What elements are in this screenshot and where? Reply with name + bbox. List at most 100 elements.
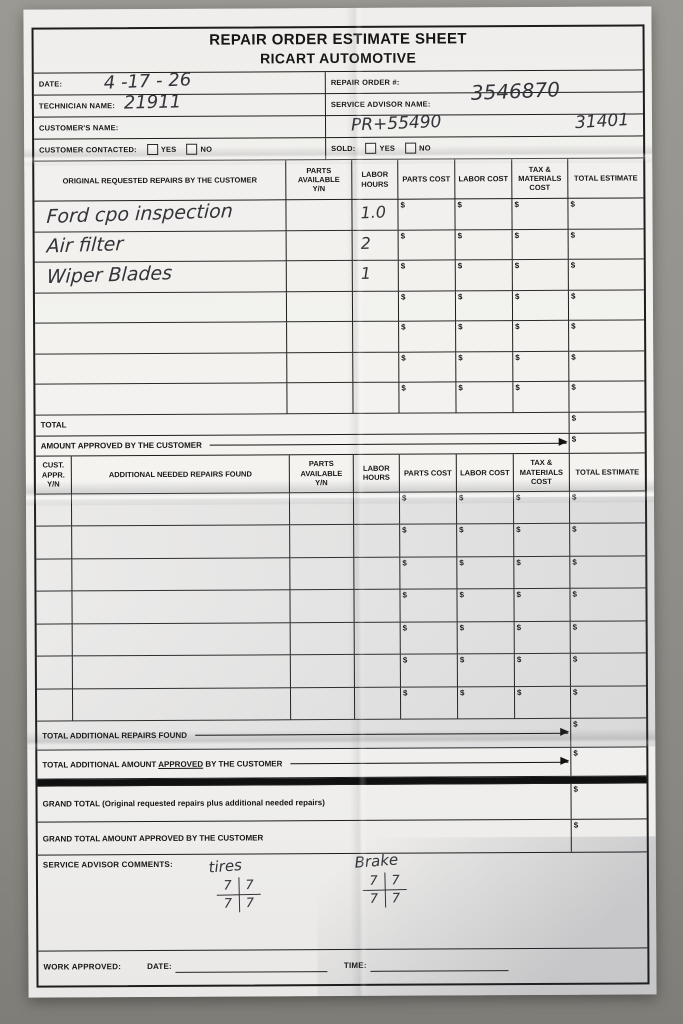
- technician-handwriting: 21911: [123, 91, 182, 114]
- footer-date-label: DATE:: [147, 962, 172, 972]
- dollar-sign: $: [516, 655, 522, 665]
- contacted-no-label: NO: [200, 144, 213, 154]
- total-additional-label: TOTAL ADDITIONAL REPAIRS FOUND: [42, 730, 187, 741]
- labor-hours-cell: [354, 654, 401, 688]
- parts-cost-cell: $: [400, 622, 458, 655]
- column-header: LABOR COST: [456, 453, 514, 493]
- footer-time-label: TIME:: [343, 961, 367, 971]
- repair-description-cell: [72, 525, 291, 560]
- advisor-handwriting-right: 31401: [574, 110, 630, 134]
- dollar-sign: $: [458, 383, 463, 393]
- column-header: PARTS AVAILABLE Y/N: [289, 454, 354, 494]
- amount-approved-row: AMOUNT APPROVED BY THE CUSTOMER $: [35, 433, 645, 457]
- dollar-sign: $: [570, 291, 576, 301]
- technician-label: TECHNICIAN NAME:: [38, 101, 116, 111]
- total-estimate-cell: $: [568, 259, 644, 291]
- advisor-handwriting-row: PR+55490 31401: [325, 110, 644, 139]
- dollar-sign: $: [400, 200, 405, 210]
- dollar-sign: $: [571, 322, 576, 332]
- repair-order-label: REPAIR ORDER #:: [330, 77, 400, 88]
- total-estimate-cell: $: [568, 198, 644, 230]
- requested-repair-row: $ $ $ $: [35, 351, 645, 385]
- additional-repairs-table-body: $ $ $ $ $ $ $ $ $ $ $ $ $ $ $ $ $ $ $ $ $ $ $ $ $ $ $ $: [35, 491, 647, 722]
- additional-repair-row: $ $ $ $: [36, 686, 647, 722]
- dollar-sign: $: [459, 623, 465, 633]
- comments-label: SERVICE ADVISOR COMMENTS:: [42, 860, 173, 870]
- labor-hours-cell: [353, 492, 401, 526]
- arrow-line: [194, 728, 570, 737]
- time-blank-line: [370, 958, 509, 973]
- dollar-sign: $: [459, 688, 465, 698]
- parts-available-cell: [290, 687, 356, 721]
- labor-cost-cell: $: [456, 351, 514, 383]
- dollar-sign: $: [400, 292, 406, 302]
- total-label: TOTAL: [40, 420, 67, 430]
- labor-hours-cell: 2: [352, 230, 399, 262]
- total-estimate-cell: $: [569, 491, 646, 525]
- advisor-handwriting-left: PR+55490: [350, 112, 442, 136]
- requested-repair-row: $ $ $ $: [34, 290, 645, 324]
- customer-approval-cell: [36, 656, 73, 690]
- dollar-sign: $: [401, 493, 407, 503]
- repair-description-cell: [34, 292, 288, 324]
- dollar-sign: $: [571, 434, 577, 444]
- labor-hours-cell: 1.0: [352, 199, 399, 231]
- dollar-sign: $: [401, 322, 406, 332]
- dollar-sign: $: [516, 622, 522, 632]
- dollar-sign: $: [514, 200, 519, 210]
- contacted-no-checkbox: [186, 143, 198, 156]
- parts-available-cell: [286, 291, 354, 323]
- dollar-sign: $: [459, 590, 464, 600]
- total-estimate-cell: $: [570, 523, 646, 557]
- labor-hours-cell: [354, 589, 401, 623]
- column-header: LABOR HOURS: [352, 159, 399, 201]
- customer-contacted-label: CUSTOMER CONTACTED:: [39, 145, 137, 155]
- total-estimate-cell: $: [569, 320, 645, 352]
- dollar-sign: $: [573, 720, 578, 730]
- column-header: ADDITIONAL NEEDED REPAIRS FOUND: [71, 455, 290, 495]
- labor-hours-cell: 1: [352, 260, 399, 292]
- dollar-sign: $: [516, 590, 521, 600]
- sold-label: SOLD:: [331, 144, 356, 154]
- column-header: PARTS AVAILABLE Y/N: [286, 160, 353, 201]
- total-additional-approved-label: TOTAL ADDITIONAL AMOUNT APPROVED BY THE …: [42, 759, 283, 770]
- repair-description-cell: [72, 623, 291, 657]
- work-approved-row: WORK APPROVED: DATE: TIME:: [38, 949, 647, 983]
- total-additional-approved-row: TOTAL ADDITIONAL AMOUNT APPROVED BY THE …: [37, 747, 647, 780]
- dollar-sign: $: [516, 525, 521, 535]
- repair-description-handwriting: Wiper Blades: [46, 262, 173, 289]
- total-estimate-cell: $: [569, 381, 645, 413]
- arrow-line: [209, 438, 568, 447]
- labor-cost-cell: $: [456, 491, 515, 525]
- sold-yes-label: YES: [379, 143, 396, 154]
- column-header: CUST. APPR. Y/N: [35, 456, 72, 495]
- labor-cost-cell: $: [457, 556, 515, 590]
- tax-materials-cell: $: [513, 382, 570, 413]
- contacted-yes-checkbox: [146, 144, 158, 156]
- dollar-sign: $: [459, 525, 464, 535]
- dollar-sign: $: [570, 230, 576, 240]
- dollar-sign: $: [458, 493, 464, 503]
- service-advisor-label: SERVICE ADVISOR NAME:: [330, 99, 431, 110]
- total-estimate-cell: $: [570, 588, 646, 622]
- dollar-sign: $: [573, 749, 578, 759]
- parts-available-cell: [286, 200, 353, 232]
- parts-available-cell: [289, 492, 355, 526]
- tax-materials-cell: $: [512, 260, 569, 291]
- labor-hours-handwriting: 1: [360, 263, 372, 284]
- measurement-value: 7: [391, 891, 401, 907]
- amount-approved-cell: $: [568, 433, 645, 453]
- additional-repairs-table-header: CUST. APPR. Y/N ADDITIONAL NEEDED REPAIRS…: [35, 453, 645, 495]
- parts-available-cell: [290, 557, 355, 591]
- labor-hours-cell: [354, 557, 401, 591]
- total-estimate-cell: $: [570, 686, 647, 720]
- parts-cost-cell: $: [399, 321, 457, 353]
- dollar-sign: $: [402, 590, 407, 600]
- dollar-sign: $: [459, 655, 465, 665]
- additional-repair-row: $ $ $ $: [36, 523, 646, 560]
- date-handwriting: 4 -17 - 26: [103, 69, 192, 94]
- dollar-sign: $: [400, 231, 406, 241]
